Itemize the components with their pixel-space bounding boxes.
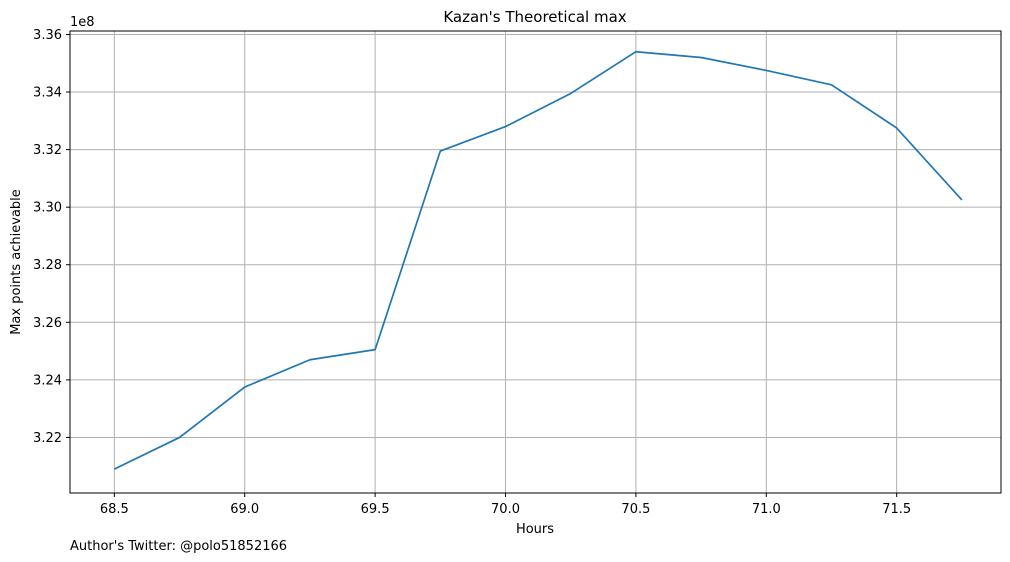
x-tick-label: 68.5 — [100, 502, 129, 517]
x-axis-title: Hours — [516, 522, 554, 537]
x-tick-label: 70.5 — [621, 502, 650, 517]
x-tick-label: 71.5 — [882, 502, 911, 517]
y-tick-label: 3.24 — [33, 373, 62, 388]
x-tick-label: 70.0 — [491, 502, 520, 517]
y-tick-label: 3.36 — [33, 28, 62, 43]
plot-frame — [69, 30, 1002, 494]
x-tick-label: 69.0 — [230, 502, 259, 517]
x-tick-label: 69.5 — [361, 502, 390, 517]
y-offset-label: 1e8 — [70, 15, 95, 30]
y-tick-label: 3.22 — [33, 431, 62, 446]
series-line — [113, 50, 963, 470]
x-tick-label: 71.0 — [752, 502, 781, 517]
y-axis-title: Max points achievable — [9, 189, 24, 335]
y-tick-label: 3.26 — [33, 316, 62, 331]
tick-layer: 68.5 69.0 69.5 70.0 70.5 71.0 71.5 3.22 3.24 3.26… — [33, 28, 911, 517]
y-tick-label: 3.34 — [33, 86, 62, 101]
y-tick-label: 3.32 — [33, 143, 62, 158]
grid-layer — [70, 31, 1001, 493]
line-layer — [113, 50, 963, 470]
y-tick-label: 3.28 — [33, 258, 62, 273]
y-tick-label: 3.30 — [33, 201, 62, 216]
chart-title: Kazan's Theoretical max — [443, 8, 626, 26]
author-footnote: Author's Twitter: @polo51852166 — [70, 539, 287, 554]
